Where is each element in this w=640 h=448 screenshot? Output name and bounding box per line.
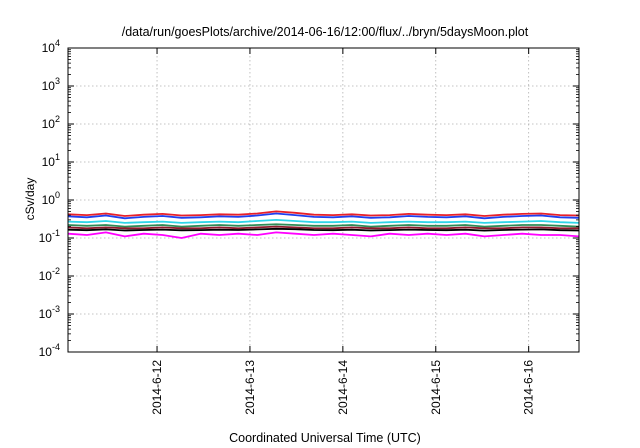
- series-line: [67, 223, 580, 228]
- y-tick-label: 101: [42, 152, 60, 169]
- y-tick-label: 10-4: [39, 342, 60, 359]
- y-tick-exponent: 2: [55, 114, 60, 124]
- y-tick-label: 102: [42, 114, 60, 131]
- y-tick-exponent: 0: [55, 190, 60, 200]
- series-line: [67, 231, 580, 239]
- series-line: [67, 218, 580, 224]
- chart-title: /data/run/goesPlots/archive/2014-06-16/1…: [122, 25, 529, 39]
- y-tick-exponent: 3: [55, 76, 60, 86]
- series-layer: [67, 210, 580, 239]
- y-tick-label: 100: [42, 190, 60, 207]
- y-tick-label: 104: [42, 38, 60, 55]
- y-tick-exponent: 1: [55, 152, 60, 162]
- y-tick-label: 10-3: [39, 304, 60, 321]
- y-tick-label: 10-2: [39, 266, 60, 283]
- x-tick-label: 2014-6-13: [243, 360, 257, 415]
- x-tick-label: 2014-6-14: [336, 360, 350, 415]
- y-tick-exponent: -4: [52, 342, 60, 352]
- grid: [68, 48, 579, 352]
- series-line: [67, 225, 579, 230]
- y-tick-exponent: 4: [55, 38, 60, 48]
- series-line: [67, 212, 580, 220]
- y-tick-exponent: -2: [52, 266, 60, 276]
- y-tick-exponent: -3: [52, 304, 60, 314]
- x-axis-label: Coordinated Universal Time (UTC): [229, 431, 421, 445]
- y-tick-label: 10-1: [39, 228, 60, 245]
- x-axis: 2014-6-12 2014-6-13 2014-6-14 2014-6-15 2014…: [150, 48, 536, 415]
- y-axis-label: cSv/day: [23, 178, 37, 221]
- y-tick-label: 103: [42, 76, 60, 93]
- x-tick-label: 2014-6-15: [429, 360, 443, 415]
- series-line: [67, 227, 580, 232]
- x-tick-label: 2014-6-12: [150, 360, 164, 415]
- series-line: [67, 210, 580, 217]
- y-tick-exponent: -1: [52, 228, 60, 238]
- x-tick-label: 2014-6-16: [522, 360, 536, 415]
